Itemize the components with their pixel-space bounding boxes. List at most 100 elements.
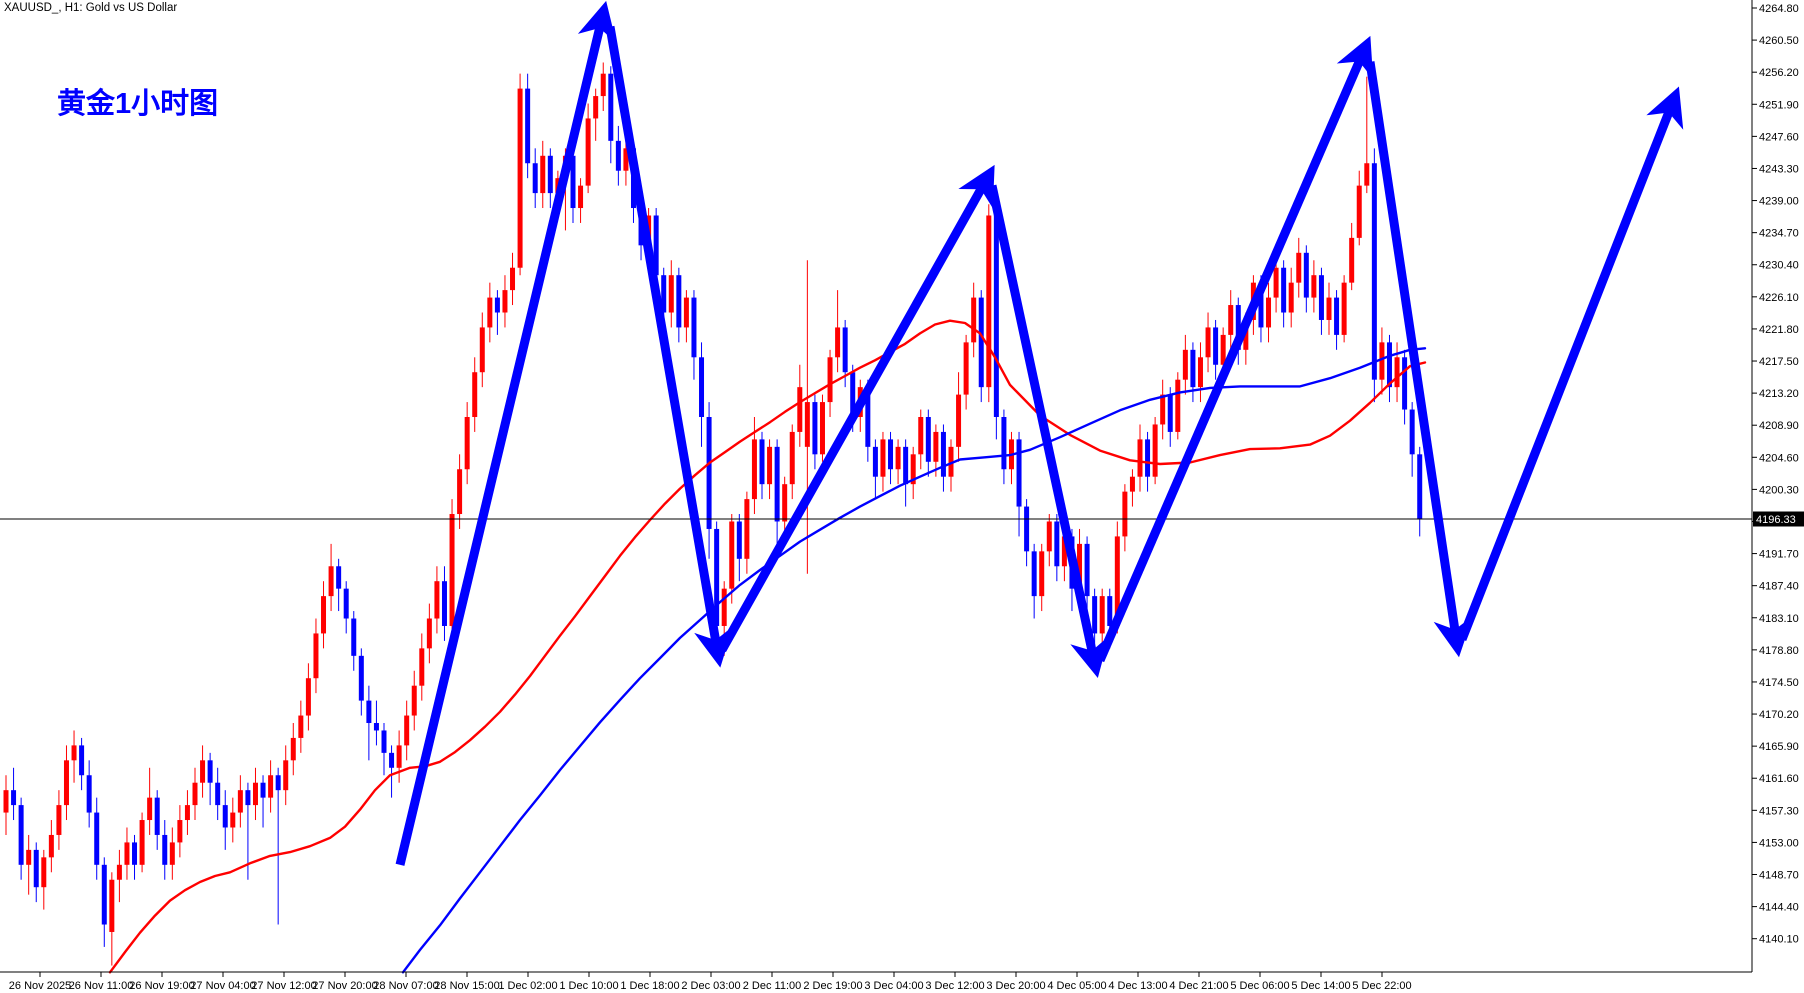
candle — [623, 148, 629, 171]
time-axis-label: 28 Nov 15:00 — [434, 980, 499, 992]
candle — [1114, 536, 1120, 626]
candle — [1402, 357, 1408, 410]
trend-arrow[interactable] — [1457, 86, 1684, 642]
candle — [517, 88, 523, 268]
candle — [48, 834, 54, 858]
trend-arrow[interactable] — [987, 184, 1110, 678]
candle — [1371, 163, 1377, 380]
candle — [192, 782, 198, 806]
candle — [804, 402, 810, 447]
moving-average-lines — [108, 319, 1427, 974]
price-axis-label: 4221.80 — [1759, 324, 1799, 336]
candle — [200, 760, 206, 783]
candle — [880, 439, 886, 477]
candle — [1379, 342, 1385, 380]
candle — [547, 155, 553, 194]
time-axis-label: 2 Dec 11:00 — [743, 980, 802, 992]
candle — [1152, 424, 1158, 477]
candle — [116, 864, 122, 880]
candle — [1122, 491, 1128, 537]
candle — [343, 588, 349, 619]
candle — [721, 588, 727, 626]
candle — [1409, 409, 1415, 455]
trend-arrow[interactable] — [1365, 61, 1473, 658]
price-axis-label: 4264.80 — [1759, 3, 1799, 15]
ma-fast-red[interactable] — [108, 319, 1427, 974]
candle — [956, 394, 962, 447]
candle — [411, 685, 417, 716]
candle — [903, 446, 909, 485]
price-axis[interactable]: 4264.80 4260.50 4256.20 4251.90 4247.60 4243.… — [1752, 3, 1799, 946]
candle — [11, 790, 17, 806]
time-axis-label: 2 Dec 19:00 — [803, 980, 862, 992]
candle — [1364, 163, 1370, 186]
candle — [1235, 305, 1241, 350]
candle — [237, 790, 243, 813]
candle — [162, 834, 168, 865]
candle — [729, 521, 735, 589]
candle — [676, 275, 682, 328]
price-axis-label: 4183.10 — [1759, 613, 1799, 625]
candle — [1273, 267, 1279, 298]
candle — [184, 805, 190, 821]
candle — [1145, 439, 1151, 477]
candle — [494, 297, 500, 313]
candle — [396, 745, 402, 768]
price-axis-label: 4200.30 — [1759, 484, 1799, 496]
candle — [313, 633, 319, 679]
candle — [101, 864, 107, 925]
candle — [699, 357, 705, 417]
price-axis-label: 4247.60 — [1759, 131, 1799, 143]
price-axis-label: 4251.90 — [1759, 99, 1799, 111]
trend-arrow[interactable] — [395, 0, 617, 866]
candle — [842, 327, 848, 373]
candle — [1137, 439, 1143, 477]
price-axis-label: 4256.20 — [1759, 67, 1799, 79]
candle — [41, 857, 47, 888]
candle — [706, 416, 712, 529]
trend-arrows[interactable] — [395, 0, 1684, 866]
time-axis-label: 3 Dec 12:00 — [925, 980, 984, 992]
candle — [1213, 327, 1219, 365]
candle — [1296, 252, 1302, 283]
trend-arrow[interactable] — [605, 25, 734, 668]
candle — [661, 275, 667, 313]
candle — [298, 715, 304, 738]
candle — [812, 402, 818, 455]
ma-slow-blue[interactable] — [401, 347, 1427, 974]
trend-arrow[interactable] — [718, 164, 995, 653]
candle — [94, 812, 100, 865]
time-axis-label: 26 Nov 11:00 — [69, 980, 134, 992]
candle — [1061, 536, 1067, 567]
candle — [759, 439, 765, 485]
candle — [79, 745, 85, 776]
candle — [441, 581, 447, 626]
candle — [525, 88, 531, 164]
candle — [472, 372, 478, 417]
candle — [918, 416, 924, 455]
candle — [1386, 342, 1392, 388]
trend-arrow[interactable] — [1095, 35, 1374, 663]
candle — [358, 655, 364, 701]
time-axis-label: 27 Nov 04:00 — [190, 980, 255, 992]
time-axis-label: 26 Nov 19:00 — [129, 980, 194, 992]
candle — [744, 499, 750, 559]
candle — [419, 648, 425, 686]
candle — [1303, 252, 1309, 298]
time-axis-label: 5 Dec 14:00 — [1291, 980, 1350, 992]
candle — [457, 469, 463, 515]
candle — [245, 790, 251, 806]
candle — [1417, 454, 1423, 520]
candle — [797, 387, 803, 432]
candle — [63, 760, 69, 806]
candle — [1099, 596, 1105, 634]
candle — [1341, 282, 1347, 335]
candle — [872, 446, 878, 477]
candle — [71, 745, 77, 761]
candle — [464, 416, 470, 470]
candle — [268, 775, 274, 798]
candle — [608, 73, 614, 141]
candle — [1311, 275, 1317, 298]
